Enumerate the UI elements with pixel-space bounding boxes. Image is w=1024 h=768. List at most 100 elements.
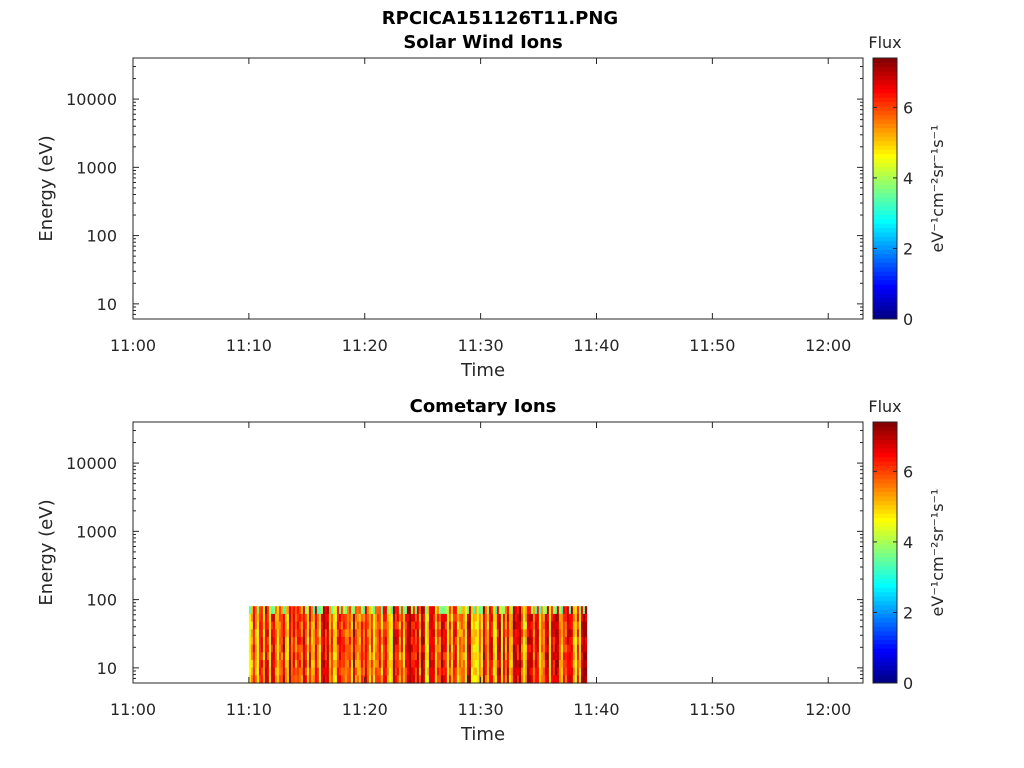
spectrogram-cell xyxy=(268,660,272,669)
spectrogram-cell xyxy=(474,629,478,638)
spectrogram-cell xyxy=(420,667,424,676)
spectrogram-cell xyxy=(432,660,436,669)
spectrogram-cell xyxy=(488,629,492,638)
colorbar-tick-label: 4 xyxy=(903,169,913,188)
spectrogram-cell xyxy=(492,644,496,653)
spectrogram-cell xyxy=(584,629,588,638)
spectrogram-cell xyxy=(490,613,494,623)
spectrogram-cell xyxy=(318,621,322,630)
spectrogram-cell xyxy=(536,636,540,646)
spectrogram-cell xyxy=(496,660,500,669)
spectrogram-cell xyxy=(516,629,520,638)
spectrogram-cell xyxy=(286,667,290,676)
colorbar-swatch xyxy=(873,626,897,632)
spectrogram-cell xyxy=(558,636,562,646)
colorbar-swatch xyxy=(873,288,897,294)
spectrogram-cell xyxy=(270,606,274,615)
spectrogram-cell xyxy=(382,675,386,684)
spectrogram-cell xyxy=(470,621,474,630)
spectrogram-cell xyxy=(394,629,398,638)
spectrogram-cell xyxy=(366,644,370,653)
spectrogram-cell xyxy=(272,675,276,684)
spectrogram-cell xyxy=(268,675,272,684)
spectrogram-cell xyxy=(320,660,324,669)
spectrogram-cell xyxy=(258,644,262,653)
spectrogram-cell xyxy=(572,621,576,630)
colorbar-swatch xyxy=(873,569,897,575)
spectrogram-cell xyxy=(392,660,396,669)
spectrogram-cell xyxy=(264,667,268,676)
spectrogram-cell xyxy=(280,644,284,653)
spectrogram-cell xyxy=(376,652,380,661)
spectrogram-cell xyxy=(296,629,300,638)
spectrogram-cell xyxy=(354,629,358,638)
spectrogram-cell xyxy=(476,621,480,630)
spectrogram-cell xyxy=(540,667,544,676)
spectrogram-cell xyxy=(564,652,568,661)
spectrogram-cell xyxy=(580,613,584,623)
spectrogram-cell xyxy=(504,629,508,638)
spectrogram-cell xyxy=(448,613,452,623)
spectrogram-cell xyxy=(456,629,460,638)
spectrogram-cell xyxy=(496,675,500,684)
spectrogram-cell xyxy=(462,636,466,646)
spectrogram-cell xyxy=(318,652,322,661)
spectrogram-cell xyxy=(298,667,302,676)
spectrogram-cell xyxy=(478,652,482,661)
spectrogram-cell xyxy=(248,660,252,669)
spectrogram-cell xyxy=(494,606,498,615)
spectrogram-cell xyxy=(494,636,498,646)
spectrogram-cell xyxy=(302,621,306,630)
spectrogram-cell xyxy=(272,652,276,661)
spectrogram-cell xyxy=(544,675,548,684)
spectrogram-cell xyxy=(494,629,498,638)
spectrogram-cell xyxy=(286,629,290,638)
colorbar-swatch xyxy=(873,439,897,445)
spectrogram-cell xyxy=(438,636,442,646)
spectrogram-cell xyxy=(364,652,368,661)
spectrogram-cell xyxy=(502,644,506,653)
spectrogram-cell xyxy=(330,613,334,623)
spectrogram-cell xyxy=(396,636,400,646)
spectrogram-cell xyxy=(532,621,536,630)
spectrogram-cell xyxy=(492,613,496,623)
spectrogram-cell xyxy=(526,675,530,684)
spectrogram-cell xyxy=(450,621,454,630)
spectrogram-cell xyxy=(552,606,556,615)
spectrogram-cell xyxy=(552,660,556,669)
spectrogram-cell xyxy=(552,652,556,661)
spectrogram-cell xyxy=(480,621,484,630)
spectrogram-cell xyxy=(402,629,406,638)
colorbar-swatch xyxy=(873,582,897,588)
spectrogram-cell xyxy=(284,629,288,638)
spectrogram-cell xyxy=(274,675,278,684)
spectrogram-cell xyxy=(574,644,578,653)
spectrogram-cell xyxy=(276,675,280,684)
spectrogram-cell xyxy=(400,652,404,661)
spectrogram-cell xyxy=(354,675,358,684)
spectrogram-cell xyxy=(372,629,376,638)
colorbar-swatch xyxy=(873,84,897,89)
spectrogram-cell xyxy=(526,613,530,623)
spectrogram-cell xyxy=(478,636,482,646)
spectrogram-cell xyxy=(482,652,486,661)
spectrogram-cell xyxy=(472,606,476,615)
spectrogram-cell xyxy=(476,667,480,676)
spectrogram-cell xyxy=(270,629,274,638)
spectrogram-cell xyxy=(400,667,404,676)
spectrogram-cell xyxy=(518,644,522,653)
spectrogram-cell xyxy=(254,652,258,661)
spectrogram-cell xyxy=(386,613,390,623)
spectrogram-cell xyxy=(546,675,550,684)
spectrogram-cell xyxy=(318,667,322,676)
spectrogram-cell xyxy=(248,606,252,615)
spectrogram-cell xyxy=(488,613,492,623)
spectrogram-cell xyxy=(454,636,458,646)
spectrogram-cell xyxy=(396,629,400,638)
spectrogram-cell xyxy=(342,644,346,653)
spectrogram-cell xyxy=(306,667,310,676)
spectrogram-cell xyxy=(544,644,548,653)
spectrogram-cell xyxy=(434,660,438,669)
spectrogram-cell xyxy=(282,660,286,669)
